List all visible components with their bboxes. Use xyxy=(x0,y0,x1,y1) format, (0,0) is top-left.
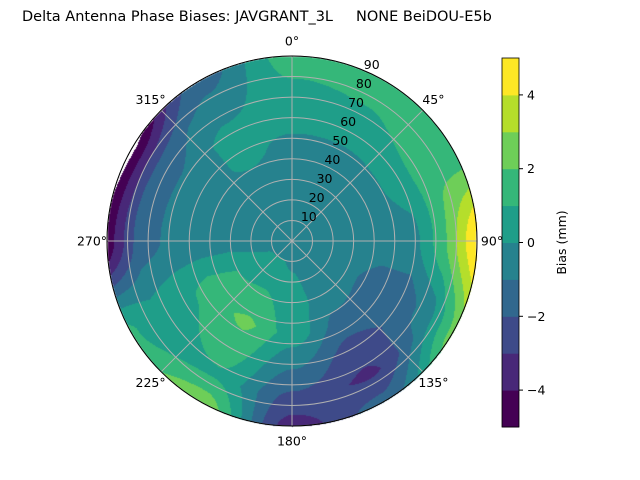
theta-tick-label: 225° xyxy=(136,375,166,390)
colorbar-band xyxy=(502,205,519,243)
polar-frame xyxy=(106,55,478,427)
theta-tick-label: 90° xyxy=(481,234,503,249)
theta-tick-label: 315° xyxy=(136,92,166,107)
r-tick-label: 50 xyxy=(332,133,348,148)
colorbar-band xyxy=(502,353,519,391)
theta-tick-label: 45° xyxy=(422,92,444,107)
theta-tick-label: 270° xyxy=(77,234,107,249)
r-tick-label: 20 xyxy=(309,190,325,205)
colorbar-band xyxy=(502,390,519,428)
colorbar-tick-label: −4 xyxy=(527,383,545,398)
theta-tick-label: 0° xyxy=(285,34,299,49)
colorbar-band xyxy=(502,242,519,280)
colorbar-band xyxy=(502,94,519,133)
theta-tick-label: 135° xyxy=(418,375,448,390)
colorbar-tick-label: 0 xyxy=(527,235,535,250)
colorbar-label: Bias (mm) xyxy=(554,210,569,274)
colorbar-tick-label: 4 xyxy=(527,87,535,102)
r-tick-label: 40 xyxy=(324,152,340,167)
colorbar-band xyxy=(502,58,519,96)
r-tick-label: 80 xyxy=(356,76,372,91)
colorbar-band xyxy=(502,316,519,354)
r-tick-label: 60 xyxy=(340,114,356,129)
r-tick-label: 90 xyxy=(364,57,380,72)
grid-spoke xyxy=(160,109,424,373)
r-tick-label: 30 xyxy=(317,171,333,186)
chart-title: Delta Antenna Phase Biases: JAVGRANT_3L … xyxy=(22,9,492,25)
theta-tick-label: 180° xyxy=(277,434,307,449)
r-tick-label: 70 xyxy=(348,95,364,110)
colorbar-band xyxy=(502,279,519,317)
colorbar-tick-label: 2 xyxy=(527,161,535,176)
r-tick-label: 10 xyxy=(301,209,317,224)
colorbar-band xyxy=(502,168,519,207)
colorbar-band xyxy=(502,131,519,170)
colorbar-tick-label: −2 xyxy=(527,309,545,324)
